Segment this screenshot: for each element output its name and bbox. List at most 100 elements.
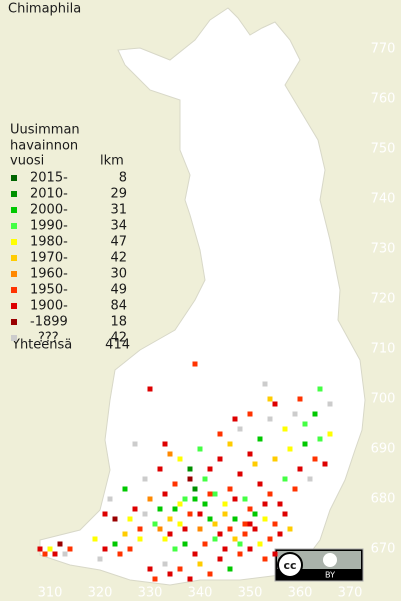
record-square xyxy=(277,501,283,507)
record-square xyxy=(302,421,308,427)
legend-count: 29 xyxy=(110,187,127,202)
record-square xyxy=(312,456,318,462)
record-square xyxy=(137,536,143,542)
record-square xyxy=(272,551,278,557)
legend-count: 30 xyxy=(110,267,127,282)
record-square xyxy=(232,536,238,542)
north-label: 680 xyxy=(371,492,396,507)
legend-count: 34 xyxy=(110,219,127,234)
east-label: 320 xyxy=(88,586,113,601)
north-label: 700 xyxy=(371,392,396,407)
record-square xyxy=(162,536,168,542)
record-square xyxy=(202,541,208,547)
record-square xyxy=(247,546,253,552)
record-square xyxy=(177,456,183,462)
north-label: 730 xyxy=(371,242,396,257)
legend-swatch xyxy=(11,255,17,261)
record-square xyxy=(177,566,183,572)
record-square xyxy=(142,511,148,517)
record-square xyxy=(322,461,328,467)
record-square xyxy=(267,396,273,402)
north-label: 720 xyxy=(371,292,396,307)
legend-swatch xyxy=(11,191,17,197)
legend-swatch xyxy=(11,207,17,213)
record-square xyxy=(187,476,193,482)
record-square xyxy=(262,381,268,387)
north-label: 690 xyxy=(371,442,396,457)
record-square xyxy=(142,476,148,482)
legend-count: 18 xyxy=(110,315,127,330)
record-square xyxy=(107,496,113,502)
finland-outline xyxy=(39,7,366,586)
legend-swatch xyxy=(11,239,17,245)
record-square xyxy=(202,476,208,482)
record-square xyxy=(257,481,263,487)
record-square xyxy=(232,516,238,522)
record-square xyxy=(162,561,168,567)
record-square xyxy=(227,526,233,532)
north-label: 760 xyxy=(371,92,396,107)
legend-label: 1970- xyxy=(30,251,68,266)
record-square xyxy=(207,491,213,497)
east-label: 370 xyxy=(338,586,363,601)
record-square xyxy=(237,551,243,557)
record-square xyxy=(197,561,203,567)
record-square xyxy=(182,541,188,547)
record-square xyxy=(327,401,333,407)
record-square xyxy=(207,466,213,472)
east-label: 310 xyxy=(38,586,63,601)
legend-label: 1980- xyxy=(30,235,68,250)
record-square xyxy=(287,526,293,532)
record-square xyxy=(212,491,218,497)
record-square xyxy=(262,556,268,562)
record-square xyxy=(247,521,253,527)
legend-swatch xyxy=(11,319,17,325)
record-square xyxy=(172,546,178,552)
record-square xyxy=(282,476,288,482)
total-label: Yhteensä xyxy=(11,338,72,353)
record-square xyxy=(217,456,223,462)
record-square xyxy=(242,531,248,537)
record-square xyxy=(202,501,208,507)
record-square xyxy=(297,396,303,402)
legend-count: 42 xyxy=(110,331,127,346)
record-square xyxy=(192,486,198,492)
record-square xyxy=(247,451,253,457)
legend-swatch xyxy=(11,175,17,181)
record-square xyxy=(187,511,193,517)
record-square xyxy=(312,411,318,417)
record-square xyxy=(167,516,173,522)
record-square xyxy=(232,496,238,502)
record-square xyxy=(167,451,173,457)
record-square xyxy=(317,386,323,392)
record-square xyxy=(152,576,158,582)
record-square xyxy=(122,486,128,492)
record-square xyxy=(192,551,198,557)
record-square xyxy=(227,566,233,572)
record-square xyxy=(67,546,73,552)
record-square xyxy=(52,551,58,557)
record-square xyxy=(267,491,273,497)
record-square xyxy=(182,496,188,502)
record-square xyxy=(292,486,298,492)
record-square xyxy=(187,576,193,582)
record-square xyxy=(112,516,118,522)
legend-swatch xyxy=(11,271,17,277)
record-square xyxy=(212,521,218,527)
legend-label: 1950- xyxy=(30,283,68,298)
record-square xyxy=(282,511,288,517)
record-square xyxy=(117,551,123,557)
record-square xyxy=(167,571,173,577)
east-label: 360 xyxy=(288,586,313,601)
record-square xyxy=(257,541,263,547)
record-square xyxy=(262,516,268,522)
record-square xyxy=(272,456,278,462)
north-label: 710 xyxy=(371,342,396,357)
record-square xyxy=(222,546,228,552)
record-square xyxy=(47,546,53,552)
record-square xyxy=(207,516,213,522)
record-square xyxy=(207,571,213,577)
legend-label: 2015- xyxy=(30,171,68,186)
record-square xyxy=(92,536,98,542)
record-square xyxy=(212,536,218,542)
